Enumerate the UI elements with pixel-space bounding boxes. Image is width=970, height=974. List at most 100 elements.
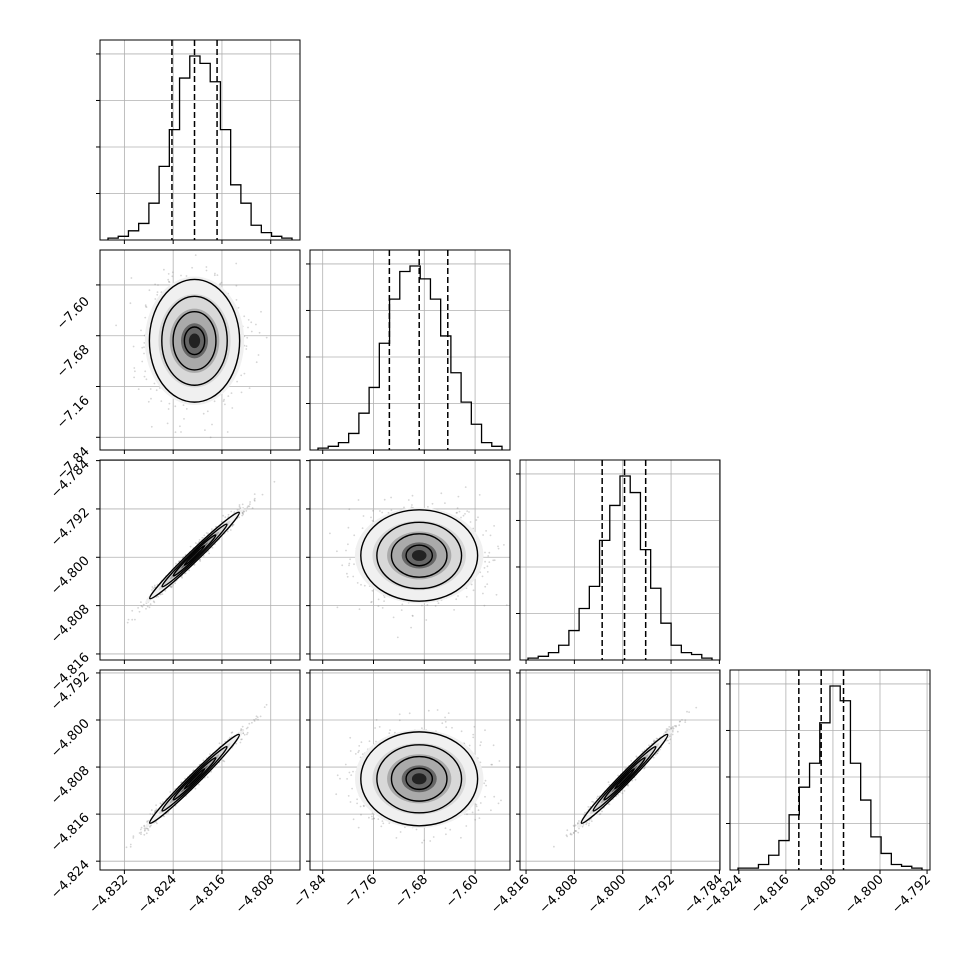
scatter-point [183, 418, 185, 420]
scatter-point [168, 408, 170, 410]
scatter-point [151, 426, 153, 428]
scatter-point [152, 588, 154, 590]
scatter-point [210, 437, 212, 439]
scatter-point [154, 298, 156, 300]
scatter-point [466, 596, 468, 598]
scatter-point [195, 254, 197, 256]
scatter-point [458, 496, 460, 498]
scatter-point [482, 576, 484, 578]
density-level-4 [189, 333, 200, 348]
scatter-point [381, 512, 383, 514]
scatter-point [142, 606, 144, 608]
scatter-point [168, 281, 170, 283]
scatter-point [240, 742, 242, 744]
scatter-point [169, 403, 171, 405]
scatter-point [134, 619, 136, 621]
scatter-point [156, 823, 158, 825]
scatter-point [144, 317, 146, 319]
hist-2-series [318, 266, 502, 450]
hist-2-frame [310, 250, 510, 450]
scatter-point [140, 330, 142, 332]
scatter-point [207, 532, 209, 534]
scatter-point [228, 514, 230, 516]
scatter-point [126, 846, 128, 848]
scatter-point [224, 516, 226, 518]
scatter-point [157, 291, 159, 293]
scatter-point [254, 493, 256, 495]
scatter-point [253, 719, 255, 721]
scatter-point [346, 573, 348, 575]
scatter-point [143, 604, 145, 606]
scatter-point [165, 590, 167, 592]
scatter-point [460, 517, 462, 519]
scatter-point [227, 431, 229, 433]
scatter-point [260, 311, 262, 313]
scatter-point [201, 537, 203, 539]
scatter-point [391, 509, 393, 511]
scatter-point [492, 559, 494, 561]
scatter-point [150, 388, 152, 390]
panel-3-1 [96, 460, 300, 664]
scatter-point [435, 605, 437, 607]
scatter-point [219, 742, 221, 744]
scatter-point [131, 619, 133, 621]
scatter-point [149, 606, 151, 608]
scatter-point [133, 835, 135, 837]
scatter-point [212, 547, 214, 549]
scatter-point [352, 576, 354, 578]
scatter-point [230, 511, 232, 513]
scatter-point [238, 307, 240, 309]
panel-3-2 [306, 460, 514, 664]
scatter-point [139, 611, 141, 613]
scatter-point [484, 605, 486, 607]
scatter-point [206, 266, 208, 268]
scatter-point [140, 601, 142, 603]
scatter-point [140, 829, 142, 831]
scatter-point [341, 564, 343, 566]
scatter-point [149, 813, 151, 815]
scatter-point [160, 400, 162, 402]
scatter-point [211, 528, 213, 530]
scatter-point [487, 555, 489, 557]
scatter-point [357, 582, 359, 584]
scatter-point [247, 507, 249, 509]
scatter-point [236, 381, 238, 383]
scatter-point [347, 543, 349, 545]
scatter-point [152, 586, 154, 588]
scatter-point [128, 619, 130, 621]
scatter-point [154, 383, 156, 385]
density-level-4 [412, 550, 427, 561]
scatter-point [464, 513, 466, 515]
scatter-point [134, 370, 136, 372]
scatter-point [171, 275, 173, 277]
scatter-point [370, 517, 372, 519]
scatter-point [231, 407, 233, 409]
scatter-point [224, 404, 226, 406]
scatter-point [425, 619, 427, 621]
scatter-point [179, 425, 181, 427]
scatter-point [410, 627, 412, 629]
scatter-point [185, 572, 187, 574]
scatter-point [147, 606, 149, 608]
scatter-point [363, 515, 365, 517]
scatter-point [248, 505, 250, 507]
scatter-point [199, 539, 201, 541]
scatter-point [222, 515, 224, 517]
scatter-point [235, 263, 237, 265]
panel-3-2-content [310, 460, 514, 660]
scatter-point [264, 706, 266, 708]
scatter-point [148, 401, 150, 403]
scatter-point [421, 605, 423, 607]
scatter-point [191, 267, 193, 269]
scatter-point [337, 607, 339, 609]
scatter-point [463, 515, 465, 517]
scatter-point [195, 788, 197, 790]
scatter-point [260, 716, 262, 718]
scatter-point [174, 582, 176, 584]
scatter-point [162, 593, 164, 595]
scatter-point [214, 273, 216, 275]
scatter-point [144, 830, 146, 832]
scatter-point [150, 603, 152, 605]
scatter-point [266, 704, 268, 706]
scatter-point [131, 277, 133, 279]
